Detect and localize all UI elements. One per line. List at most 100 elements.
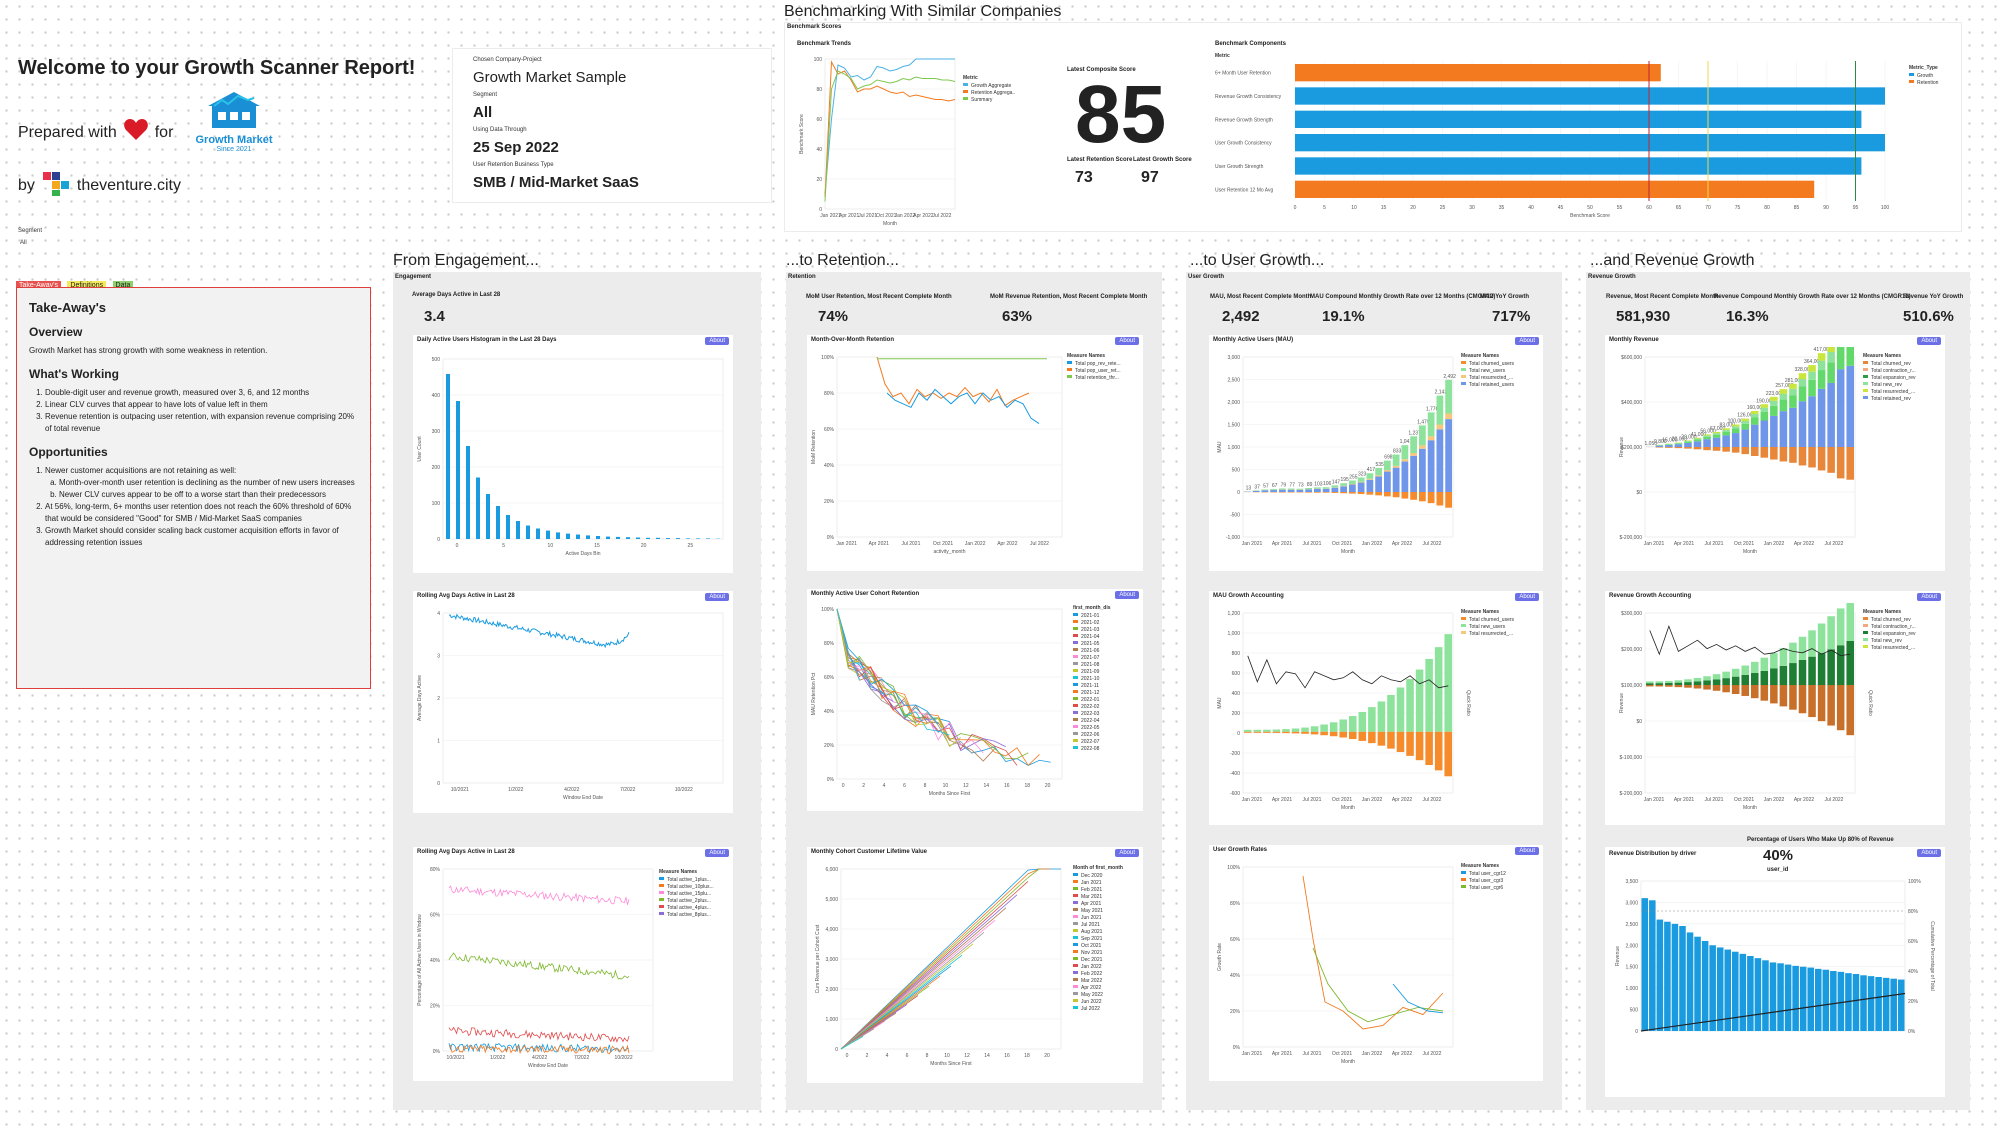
mau-accounting-chart: -600 -400 -200 0 200 400 600 800 1,000 1,200 Jan 2… bbox=[1217, 609, 1515, 811]
churned-revenue-bar bbox=[1836, 447, 1845, 479]
opp-item-text: Newer customer acquisitions are not reta… bbox=[45, 466, 237, 475]
about-button[interactable]: About bbox=[1115, 591, 1139, 599]
legend-title: Month of first_month bbox=[1073, 865, 1123, 871]
legend-item: Total churned_users bbox=[1469, 361, 1515, 367]
x-axis-label: Months Since First bbox=[930, 1061, 972, 1067]
y-tick-label: 1,000 bbox=[1227, 445, 1240, 451]
y-tick-label: 80% bbox=[824, 391, 835, 397]
legend-swatch bbox=[1863, 382, 1868, 385]
legend-swatch bbox=[1909, 73, 1914, 76]
revenue-bar-segment bbox=[1798, 379, 1807, 387]
churned-revenue-bar bbox=[1760, 685, 1769, 701]
x-tick-label: Jan 2022 bbox=[1764, 541, 1785, 547]
mau-bar-segment bbox=[1427, 436, 1435, 441]
y-tick-label: 3,000 bbox=[1625, 900, 1638, 906]
tab-definitions[interactable]: Definitions bbox=[67, 281, 107, 290]
mau-bar-segment bbox=[1305, 489, 1312, 492]
engagement-panel-label: Engagement bbox=[395, 274, 432, 280]
tab-takeaways[interactable]: Take-Away's bbox=[16, 281, 61, 290]
legend-title: first_month_dis bbox=[1073, 605, 1111, 611]
x-tick-label: Apr 2021 bbox=[1272, 541, 1293, 547]
legend-item: Total user_cgr12 bbox=[1469, 871, 1506, 877]
churned-users-bar bbox=[1415, 731, 1424, 761]
revenue-bar-segment bbox=[1770, 415, 1778, 447]
bar-data-label: 257,000 bbox=[1775, 383, 1793, 389]
churned-revenue-bar bbox=[1646, 685, 1654, 687]
about-button[interactable]: About bbox=[1115, 337, 1139, 345]
new-revenue-bar bbox=[1741, 665, 1749, 675]
x-tick-label: 14 bbox=[984, 783, 990, 789]
y-tick-label: $100,000 bbox=[1621, 683, 1642, 689]
bar-data-label: 255 bbox=[1349, 475, 1358, 481]
new-users-bar bbox=[1339, 719, 1347, 732]
new-revenue-bar bbox=[1646, 681, 1654, 684]
expansion-bar bbox=[1789, 663, 1797, 685]
x-tick-label: 14 bbox=[984, 1053, 990, 1059]
y2-tick-label: 80% bbox=[1908, 909, 1919, 915]
y-axis-label: Percentage of All Active Users in Window bbox=[417, 914, 423, 1006]
engagement-kpi-value: 3.4 bbox=[424, 308, 445, 325]
x-tick-label: Apr 2021 bbox=[869, 541, 890, 547]
histogram-bar bbox=[686, 538, 690, 539]
date-value: 25 Sep 2022 bbox=[473, 139, 559, 156]
churned-revenue-bar bbox=[1722, 447, 1730, 452]
cohort-line bbox=[836, 608, 860, 664]
about-button[interactable]: About bbox=[1917, 849, 1941, 857]
about-button[interactable]: About bbox=[1115, 849, 1139, 857]
legend-item: Feb 2021 bbox=[1081, 887, 1102, 893]
cohort-line bbox=[836, 608, 984, 754]
revenue-bar-segment bbox=[1808, 396, 1816, 447]
bar-data-label: 1,050 bbox=[1645, 441, 1658, 447]
about-button[interactable]: About bbox=[705, 593, 729, 601]
y-tick-label: $0 bbox=[1636, 490, 1642, 496]
legend-item: Total new_rev bbox=[1871, 638, 1902, 644]
revenue-bar-segment bbox=[1760, 411, 1769, 421]
churned-revenue-bar bbox=[1817, 685, 1826, 722]
left-segment-value[interactable]: All bbox=[20, 240, 27, 246]
bar-data-label: 29,000 bbox=[1681, 434, 1697, 440]
y-tick-label: 100% bbox=[821, 607, 834, 613]
revenue-dist-chart: 0 500 1,000 1,500 2,000 2,500 3,000 3,500 Revenu… bbox=[1615, 879, 1935, 1035]
mau-bar-segment bbox=[1366, 473, 1374, 479]
mau-bar-segment bbox=[1436, 424, 1444, 430]
revenue-bar-segment bbox=[1655, 445, 1664, 447]
y-tick-label: 2,500 bbox=[1227, 378, 1240, 384]
legend-item: Mar 2022 bbox=[1081, 978, 1102, 984]
revenue-bar-segment bbox=[1741, 423, 1749, 430]
component-label: User Growth Strength bbox=[1215, 164, 1264, 170]
revenue-bar-segment bbox=[1817, 370, 1826, 389]
about-button[interactable]: About bbox=[705, 337, 729, 345]
legend-swatch bbox=[963, 97, 968, 100]
churned-revenue-bar bbox=[1798, 447, 1807, 466]
x-tick-label: 100 bbox=[1881, 205, 1890, 211]
about-button[interactable]: About bbox=[1515, 337, 1539, 345]
new-users-bar bbox=[1320, 724, 1328, 732]
mau-bar-segment bbox=[1419, 445, 1426, 449]
bar-data-label: 77 bbox=[1289, 483, 1295, 489]
tab-data[interactable]: Data bbox=[112, 281, 134, 290]
y-tick-label: -400 bbox=[1230, 771, 1240, 777]
legend-swatch bbox=[1863, 645, 1868, 648]
client-logo-name: Growth Market bbox=[195, 134, 273, 146]
legend-item: Total resurrected_... bbox=[1469, 631, 1513, 637]
legend-item: Sep 2021 bbox=[1081, 936, 1103, 942]
revenue-bar-segment bbox=[1712, 437, 1721, 447]
revenue-kpi2-value: 16.3% bbox=[1726, 308, 1769, 325]
cgr6-line bbox=[1312, 947, 1444, 1023]
y-axis-label: Benchmark Score bbox=[799, 114, 805, 154]
legend-swatch bbox=[1073, 732, 1078, 735]
legend-swatch bbox=[1073, 880, 1078, 883]
churned-revenue-bar bbox=[1741, 685, 1749, 696]
about-button[interactable]: About bbox=[1917, 337, 1941, 345]
legend-swatch bbox=[659, 891, 664, 894]
mau-bar-segment bbox=[1340, 486, 1347, 492]
about-button[interactable]: About bbox=[705, 849, 729, 857]
revenue-bar-segment bbox=[1693, 441, 1702, 447]
revenue-bar-segment bbox=[1789, 395, 1797, 408]
x-tick-label: Jul 2021 bbox=[1705, 797, 1724, 803]
about-button[interactable]: About bbox=[1515, 593, 1539, 601]
about-button[interactable]: About bbox=[1515, 847, 1539, 855]
about-button[interactable]: About bbox=[1917, 593, 1941, 601]
legend-item: Total active_4plus... bbox=[667, 905, 711, 911]
x-tick-label: 20 bbox=[641, 543, 647, 549]
